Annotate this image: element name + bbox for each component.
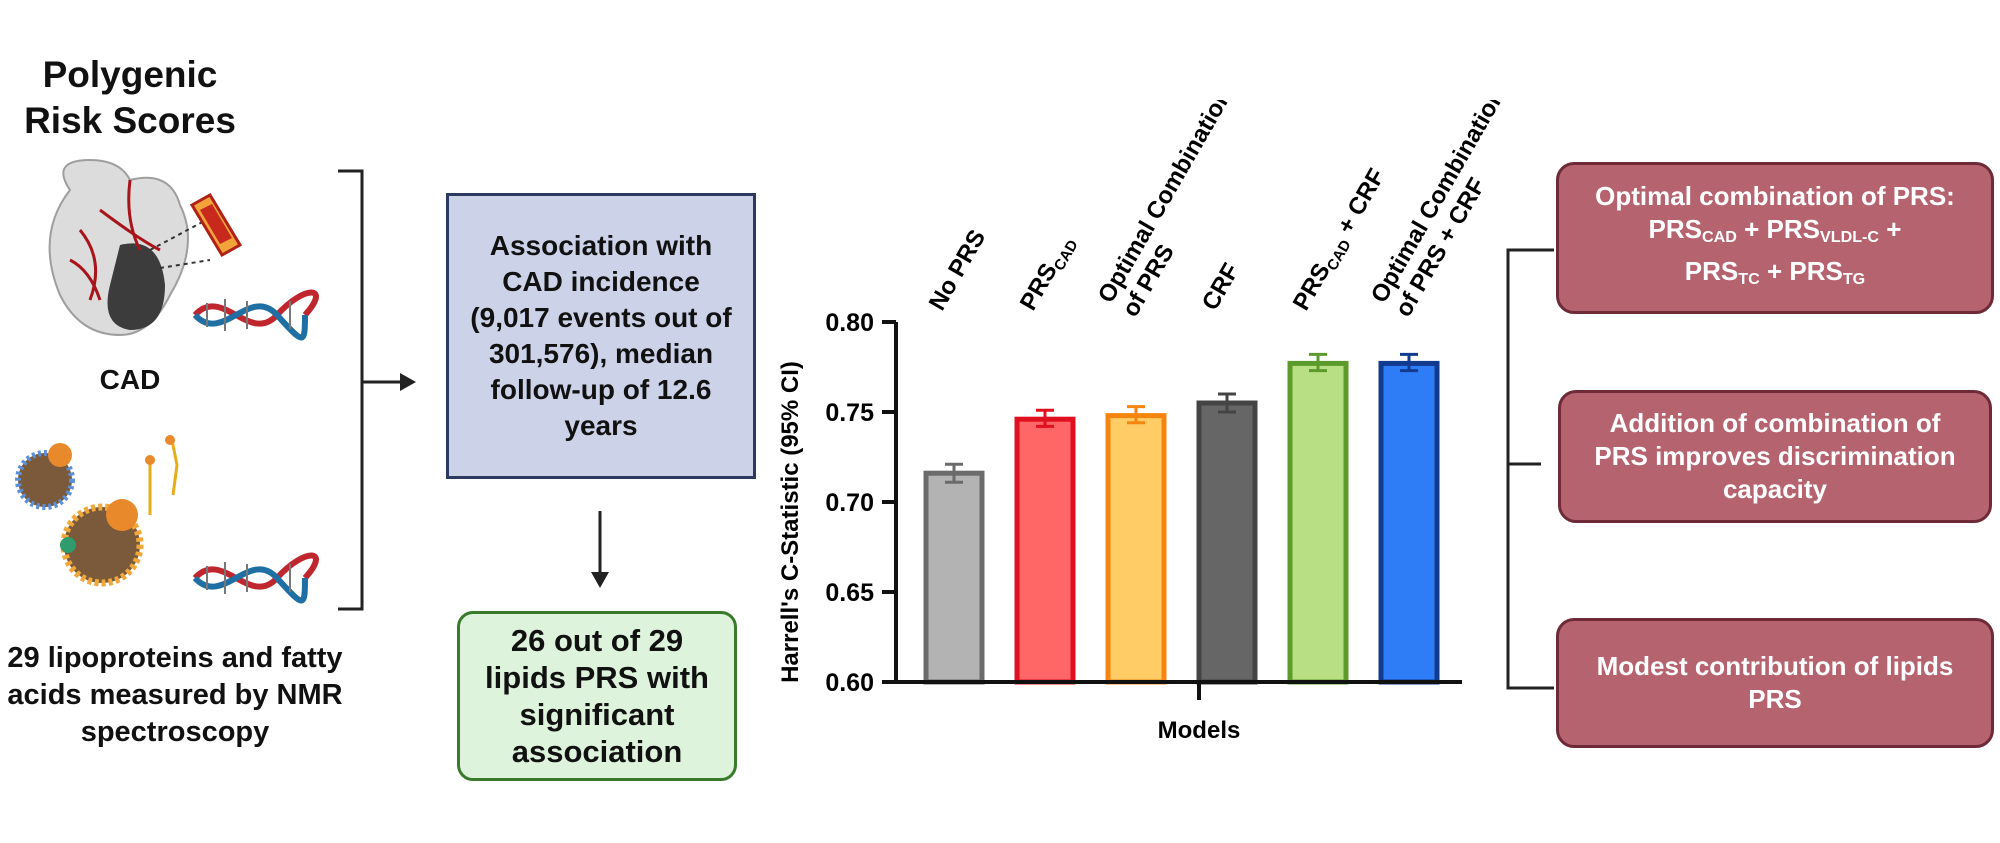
svg-text:PRSCAD: PRSCAD: [1015, 230, 1082, 316]
svg-text:CRF: CRF: [1197, 259, 1245, 315]
left-bracket: [338, 169, 364, 611]
y-axis-label: Harrell's C-Statistic (95% CI): [777, 361, 804, 683]
lipoprotein-icon: [15, 435, 179, 587]
title-polygenic-risk-scores: Polygenic Risk Scores: [24, 54, 236, 141]
y-axis: 0.60 0.65 0.70 0.75 0.80: [825, 309, 898, 697]
y-tick-label: 0.70: [825, 489, 874, 517]
bar: [1105, 413, 1167, 685]
c-statistic-bar-chart: 0.600.650.700.750.80 No PRS PRSCAD Optimal…: [777, 100, 1510, 744]
error-bar: [1127, 405, 1145, 425]
x-axis: [896, 680, 1462, 700]
bar: [923, 470, 985, 685]
bars-group: [923, 352, 1440, 685]
addition-text: Addition of combination of PRS improves …: [1594, 408, 1956, 504]
y-tick-label: 0.80: [825, 309, 874, 337]
modest-contribution-box: Modest contribution of lipids PRS: [1556, 618, 1994, 748]
category-label: PRSCAD: [1015, 230, 1082, 316]
association-box: Association with CAD incidence (9,017 ev…: [446, 193, 756, 479]
bar: [1196, 400, 1258, 685]
right-bracket: [1506, 248, 1554, 690]
error-bar: [1036, 408, 1054, 428]
bar: [1287, 360, 1349, 685]
optimal-line2: PRSCAD + PRSVLDL-C +: [1648, 214, 1902, 247]
category-label: CRF: [1197, 259, 1245, 315]
x-axis-label: Models: [1158, 717, 1241, 744]
dna-icon: [192, 289, 319, 341]
optimal-combination-box: Optimal combination of PRS: PRSCAD + PRS…: [1556, 162, 1994, 314]
error-bar: [1400, 352, 1418, 373]
y-tick-label: 0.75: [825, 399, 874, 427]
error-bar: [1218, 392, 1236, 414]
significant-text: 26 out of 29 lipids PRS with significant…: [485, 623, 709, 769]
bar: [1378, 360, 1440, 685]
association-text: Association with CAD incidence (9,017 ev…: [470, 230, 732, 441]
bar: [1014, 416, 1076, 685]
addition-combination-box: Addition of combination of PRS improves …: [1558, 390, 1992, 523]
error-bar: [945, 462, 963, 484]
left-illustrations: [15, 158, 319, 604]
y-tick-label: 0.65: [825, 579, 874, 607]
label-lipoproteins: 29 lipoproteins and fatty acids measured…: [7, 642, 343, 748]
y-tick-label: 0.60: [825, 669, 874, 697]
category-label: No PRS: [924, 225, 991, 315]
significant-box: 26 out of 29 lipids PRS with significant…: [457, 611, 737, 781]
heart-icon: [48, 158, 211, 337]
artery-icon: [189, 192, 243, 258]
arrow-head-icon: [400, 373, 416, 391]
svg-text:No PRS: No PRS: [924, 225, 991, 315]
arrow-head-icon: [591, 572, 609, 588]
modest-text: Modest contribution of lipids PRS: [1596, 651, 1954, 714]
error-bar: [1309, 352, 1327, 373]
label-cad: CAD: [99, 364, 161, 395]
optimal-line3: PRSTC + PRSTG: [1684, 255, 1866, 288]
optimal-line1: Optimal combination of PRS:: [1595, 181, 1955, 212]
dna-icon: [192, 552, 319, 604]
